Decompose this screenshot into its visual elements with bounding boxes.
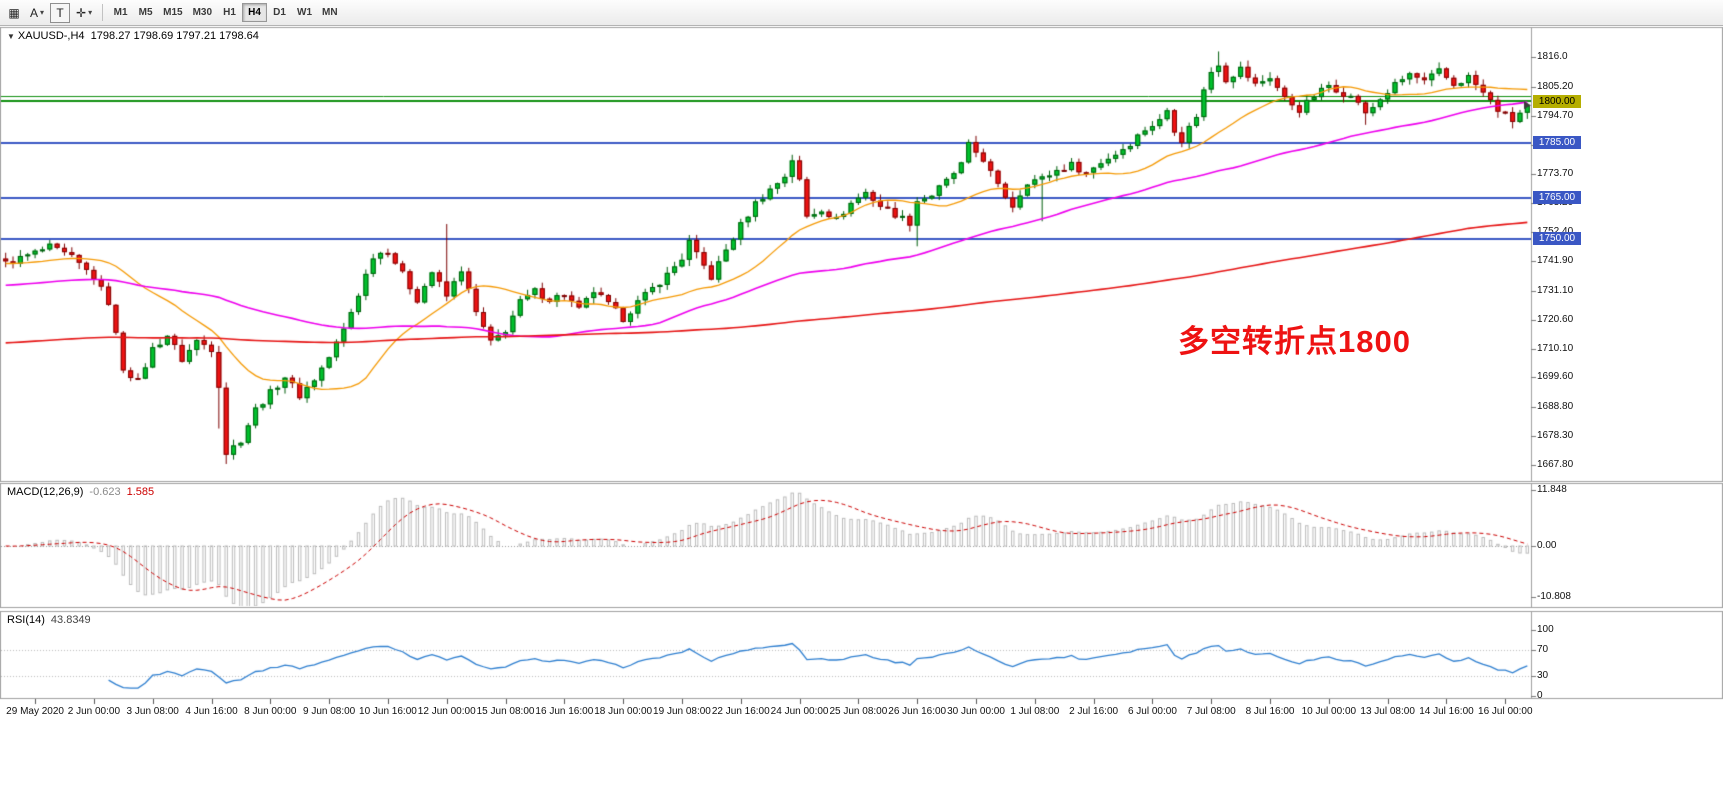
price-tick-label: 1710.10: [1537, 342, 1574, 354]
time-axis-label: 16 Jul 00:00: [1478, 706, 1533, 717]
symbol-period-label: XAUUSD-,H4: [17, 30, 85, 42]
rsi-value: 43.8349: [50, 614, 91, 626]
timeframe-h1-button[interactable]: H1: [217, 3, 242, 22]
price-tick-label: 1752.40: [1537, 226, 1573, 237]
price-tick-label: 1816.0: [1537, 51, 1568, 63]
time-axis-label: 9 Jun 08:00: [302, 706, 356, 717]
price-tag-1765-00: 1765.00: [1533, 191, 1581, 205]
price-tick-label: 1773.70: [1537, 167, 1574, 179]
macd-signal-value: 1.585: [126, 486, 155, 498]
time-axis-label: 13 Jul 08:00: [1360, 706, 1415, 717]
time-axis-label: 16 Jun 16:00: [535, 706, 594, 717]
crosshair-tool-button[interactable]: ✛ ▾: [72, 3, 96, 23]
timeframe-h4-button[interactable]: H4: [242, 3, 268, 22]
time-axis-label: 8 Jul 16:00: [1245, 706, 1295, 717]
ohlc-values: 1798.27 1798.69 1797.21 1798.64: [90, 30, 259, 42]
price-tick-label: 1720.60: [1537, 313, 1574, 325]
crosshair-tool-icon: ✛: [76, 5, 87, 20]
rsi-title: RSI(14) 43.8349: [7, 614, 91, 626]
time-axis-label: 14 Jul 16:00: [1419, 706, 1474, 717]
chart-title: ▼ XAUUSD-,H4 1798.27 1798.69 1797.21 1798…: [7, 30, 259, 42]
price-tick-label: 1741.90: [1537, 255, 1574, 267]
annotation-a-icon: A: [30, 5, 39, 20]
time-axis-label: 2 Jun 00:00: [67, 706, 121, 717]
macd-label: MACD(12,26,9): [7, 486, 84, 498]
time-axis-label: 24 Jun 00:00: [770, 706, 829, 717]
time-axis-label: 10 Jun 16:00: [359, 706, 417, 717]
macd-main-value: -0.623: [89, 486, 121, 498]
price-tag-1785-00: 1785.00: [1533, 136, 1581, 150]
timeframe-d1-button[interactable]: D1: [267, 3, 292, 22]
timeframe-m1-button[interactable]: M1: [108, 3, 133, 22]
time-axis-label: 8 Jun 00:00: [244, 706, 297, 717]
time-axis-label: 29 May 2020: [6, 706, 64, 717]
price-tick-label: 1731.10: [1537, 284, 1574, 296]
toolbar-separator: [102, 4, 104, 21]
chart-grid-button[interactable]: ▦: [4, 3, 24, 23]
rsi-tick-label: 100: [1537, 624, 1554, 635]
rsi-tick-label: 0: [1537, 690, 1543, 701]
time-axis-label: 12 Jun 00:00: [417, 706, 476, 717]
dropdown-caret-icon: ▾: [88, 8, 93, 17]
time-axis-label: 10 Jul 00:00: [1301, 706, 1357, 717]
time-axis-label: 19 Jun 08:00: [653, 706, 711, 717]
chart-canvas[interactable]: [0, 26, 1723, 792]
time-axis-label: 4 Jun 16:00: [185, 706, 238, 717]
timeframe-group: M1 M5 M15 M30 H1 H4 D1 W1 MN: [108, 3, 342, 22]
chart-grid-icon: ▦: [8, 5, 20, 20]
text-tool-button[interactable]: T: [50, 2, 71, 23]
price-tick-label: 1678.30: [1537, 429, 1574, 441]
price-tick-label: 1688.80: [1537, 401, 1574, 413]
timeframe-m30-button[interactable]: M30: [188, 3, 217, 22]
timeframe-w1-button[interactable]: W1: [292, 3, 317, 22]
time-axis-label: 15 Jun 08:00: [476, 706, 535, 717]
rsi-tick-label: 70: [1537, 643, 1549, 655]
timeframe-mn-button[interactable]: MN: [317, 3, 343, 22]
annotation-text[interactable]: 多空转折点1800: [1178, 324, 1411, 359]
price-tag-1750-00: 1750.00: [1533, 232, 1581, 246]
macd-title: MACD(12,26,9) -0.623 1.585: [7, 486, 154, 498]
timeframe-m15-button[interactable]: M15: [158, 3, 187, 22]
time-axis-label: 18 Jun 00:00: [594, 706, 653, 717]
price-tick-label: 1805.20: [1537, 81, 1574, 93]
price-tag-1800-00: 1800.00: [1533, 94, 1581, 108]
timeframe-m5-button[interactable]: M5: [133, 3, 158, 22]
time-axis-label: 26 Jun 16:00: [888, 706, 947, 717]
text-tool-icon: T: [56, 5, 64, 20]
rsi-tick-label: 30: [1537, 670, 1549, 682]
time-axis-label: 3 Jun 08:00: [126, 706, 179, 717]
annotation-a-button[interactable]: A ▾: [26, 3, 48, 23]
price-tick-label: 1794.70: [1537, 110, 1574, 122]
toolbar: ▦ A ▾ T ✛ ▾ M1 M5 M15 M30 H1 H4 D1 W1 MN: [0, 0, 1723, 26]
chart-window: ▼ XAUUSD-,H4 1798.27 1798.69 1797.21 1798…: [0, 26, 1723, 792]
dropdown-caret-icon: ▾: [40, 8, 45, 17]
price-tick-label: 1699.60: [1537, 371, 1574, 383]
time-axis-label: 7 Jul 08:00: [1186, 706, 1236, 717]
macd-tick-label: 11.848: [1537, 484, 1567, 495]
macd-tick-label: -10.808: [1537, 591, 1571, 603]
time-axis-label: 1 Jul 08:00: [1010, 706, 1060, 717]
time-axis-label: 2 Jul 16:00: [1069, 706, 1119, 717]
macd-tick-label: 0.00: [1537, 540, 1557, 551]
time-axis-label: 30 Jun 00:00: [947, 706, 1005, 717]
time-axis-label: 22 Jun 16:00: [711, 706, 770, 717]
price-tick-label: 1667.80: [1537, 458, 1574, 470]
time-axis-label: 6 Jul 00:00: [1127, 706, 1177, 717]
chart-tools-group: ▦ A ▾ T ✛ ▾: [3, 2, 97, 23]
rsi-label: RSI(14): [7, 614, 45, 626]
time-axis-label: 25 Jun 08:00: [829, 706, 888, 717]
collapse-chart-icon[interactable]: ▼: [7, 32, 15, 41]
